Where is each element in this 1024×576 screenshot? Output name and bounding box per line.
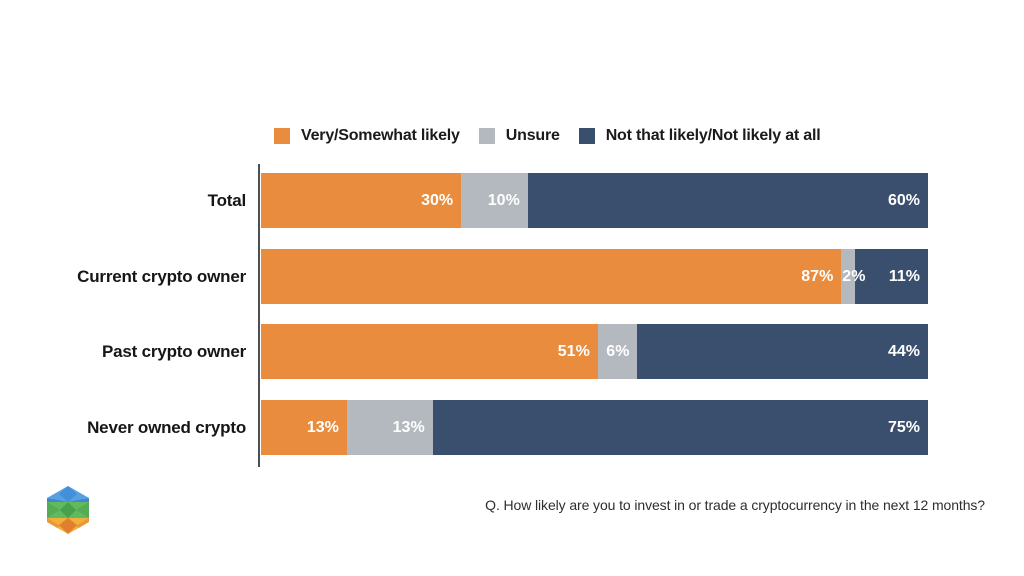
legend-item: Not that likely/Not likely at all xyxy=(578,127,821,145)
cube-hexagon-logo-icon xyxy=(47,486,89,534)
bar-track: 87% 2% 11% xyxy=(261,249,929,304)
segment-value-label: 6% xyxy=(606,342,630,360)
bar-segment: 13% xyxy=(261,400,347,455)
bar-track: 13% 13% 75% xyxy=(261,400,928,455)
legend-label: Unsure xyxy=(505,127,560,144)
legend-item: Unsure xyxy=(478,127,560,145)
bar-row: Current crypto owner 87% 2% 11% xyxy=(0,249,1024,304)
bar-row: Past crypto owner 51% 6% 44% xyxy=(0,324,1024,379)
brand-logo xyxy=(46,485,90,535)
bar-segment: 11% xyxy=(854,249,929,304)
segment-value-label: 87% xyxy=(801,267,834,285)
category-label: Never owned crypto xyxy=(87,417,246,437)
bar-segment: 30% xyxy=(261,173,462,228)
bar-row: Total 30% 10% 60% xyxy=(0,173,1024,228)
bar-segment: 2% xyxy=(841,249,865,304)
bar-segment: 75% xyxy=(432,400,928,455)
legend-label: Very/Somewhat likely xyxy=(301,127,460,144)
bar-segment: 60% xyxy=(527,173,928,228)
category-label: Past crypto owner xyxy=(102,341,246,361)
chart-legend: Very/Somewhat likely Unsure Not that likel… xyxy=(274,127,821,145)
segment-value-label: 10% xyxy=(487,191,520,209)
segment-value-label: 51% xyxy=(557,342,590,360)
legend-swatch-icon xyxy=(478,128,495,144)
segment-value-label: 2% xyxy=(842,267,866,285)
segment-value-label: 44% xyxy=(887,342,920,360)
segment-value-label: 13% xyxy=(392,418,425,436)
y-axis-line xyxy=(258,164,260,467)
bar-segment: 44% xyxy=(637,324,928,379)
bar-segment: 10% xyxy=(461,173,528,228)
survey-question-footnote: Q. How likely are you to invest in or tr… xyxy=(485,497,985,513)
bar-segment: 13% xyxy=(346,400,433,455)
bar-track: 30% 10% 60% xyxy=(261,173,928,228)
legend-swatch-icon xyxy=(578,128,595,144)
segment-value-label: 75% xyxy=(887,418,920,436)
segment-value-label: 13% xyxy=(306,418,339,436)
segment-value-label: 11% xyxy=(888,267,921,285)
bar-segment: 6% xyxy=(597,324,638,379)
legend-swatch-icon xyxy=(274,128,290,144)
category-label: Current crypto owner xyxy=(77,266,246,286)
bar-row: Never owned crypto 13% 13% 75% xyxy=(0,400,1024,455)
bar-segment: 51% xyxy=(261,324,598,379)
segment-value-label: 60% xyxy=(887,191,920,209)
legend-item: Very/Somewhat likely xyxy=(274,127,460,145)
legend-label: Not that likely/Not likely at all xyxy=(605,127,821,144)
bar-track: 51% 6% 44% xyxy=(261,324,928,379)
bar-segment: 87% xyxy=(261,249,842,304)
segment-value-label: 30% xyxy=(421,191,454,209)
category-label: Total xyxy=(207,190,247,210)
